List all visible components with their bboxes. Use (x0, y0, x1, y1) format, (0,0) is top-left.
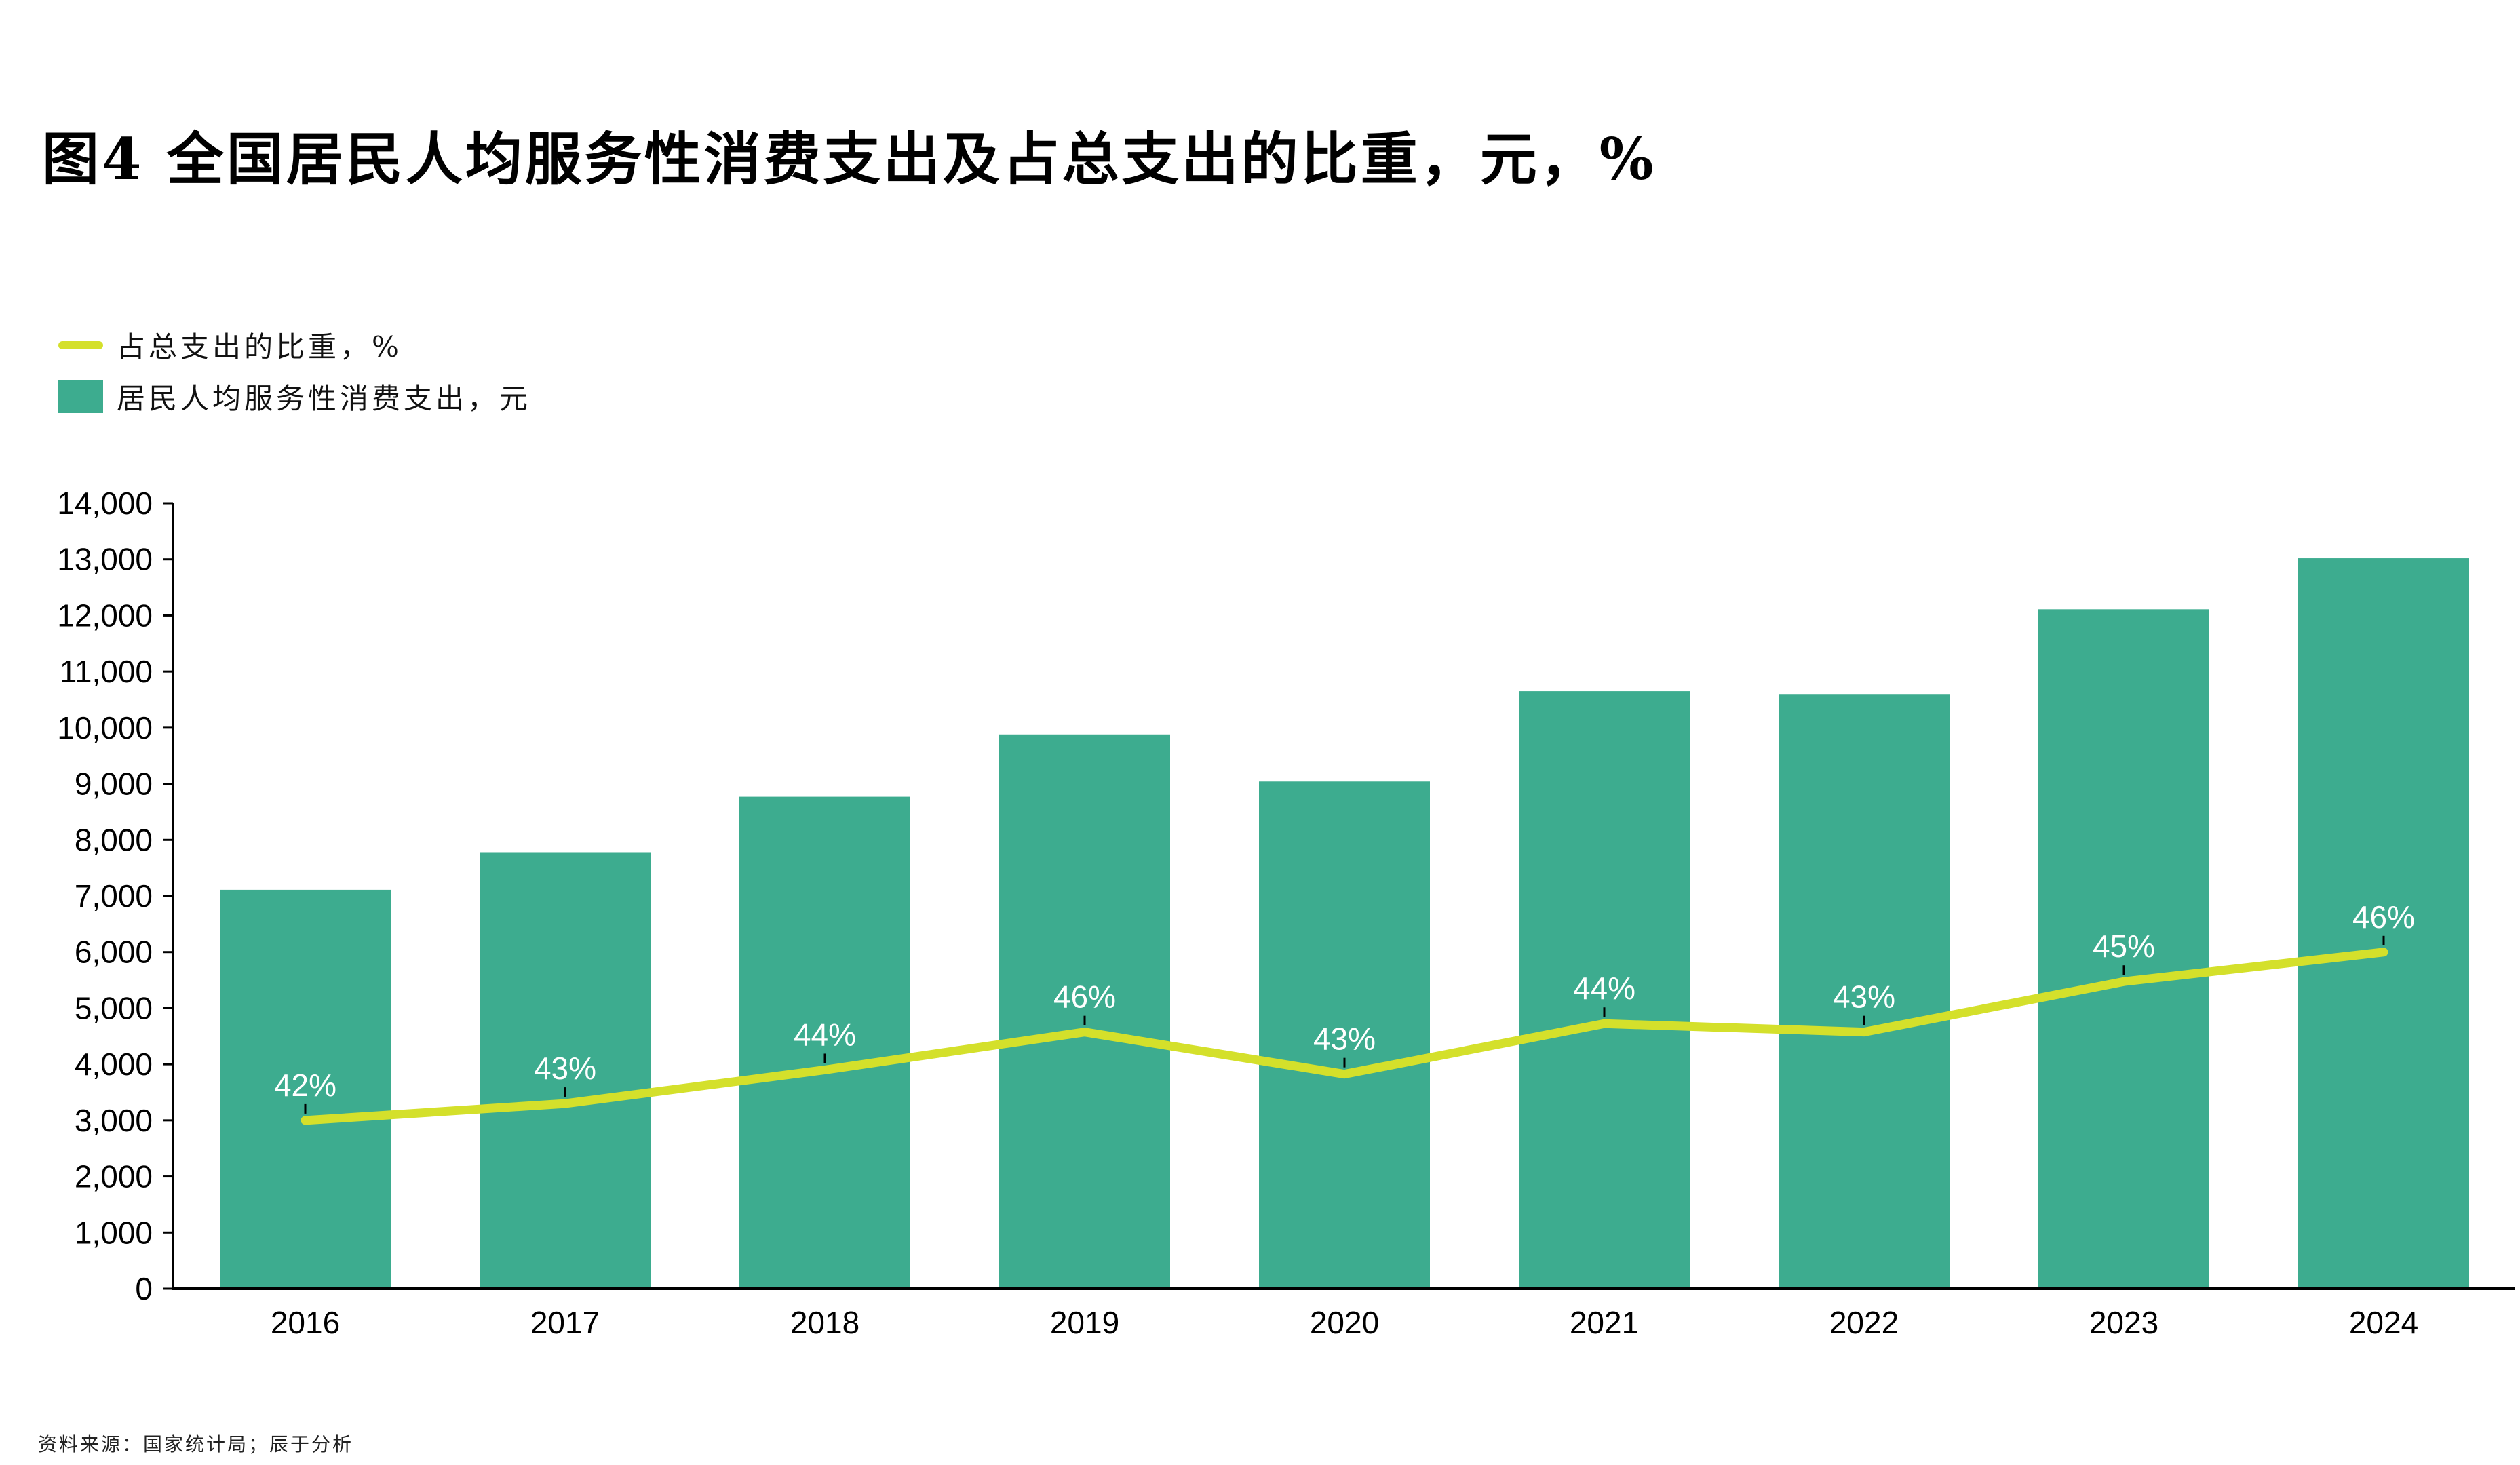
line-point-2019 (1084, 1031, 1085, 1033)
y-tick-label: 12,000 (57, 598, 153, 633)
line-point-2024 (2383, 951, 2384, 953)
bar-2020 (1259, 781, 1430, 1289)
y-tick-label: 9,000 (75, 766, 153, 802)
data-label: 46% (1053, 979, 1116, 1015)
line-point-2021 (1604, 1023, 1605, 1025)
y-tick-label: 8,000 (75, 822, 153, 857)
y-tick-label: 7,000 (75, 878, 153, 914)
y-tick-label: 14,000 (57, 486, 153, 521)
bar-2022 (1779, 694, 1950, 1289)
x-tick-label: 2021 (1570, 1305, 1639, 1340)
y-tick-label: 6,000 (75, 935, 153, 970)
x-tick-label: 2023 (2089, 1305, 2158, 1340)
x-tick-label: 2019 (1050, 1305, 1119, 1340)
y-tick-label: 5,000 (75, 990, 153, 1026)
x-tick-label: 2022 (1829, 1305, 1899, 1340)
bar-2016 (220, 889, 391, 1289)
line-point-2022 (1863, 1031, 1865, 1033)
line-point-2020 (1344, 1073, 1345, 1075)
x-tick-label: 2024 (2349, 1305, 2418, 1340)
y-tick-label: 3,000 (75, 1103, 153, 1138)
data-label: 46% (2352, 899, 2415, 935)
bar-2017 (480, 852, 651, 1289)
y-tick-label: 11,000 (60, 654, 153, 689)
data-label: 43% (534, 1051, 596, 1086)
legend-label-line: 占总支出的比重，% (117, 330, 402, 364)
y-tick-label: 13,000 (57, 542, 153, 577)
x-tick-label: 2017 (530, 1305, 600, 1340)
x-tick-label: 2020 (1310, 1305, 1379, 1340)
y-tick-label: 0 (135, 1271, 153, 1306)
y-tick-label: 10,000 (57, 710, 153, 745)
data-label: 45% (2093, 929, 2155, 964)
x-tick-label: 2016 (271, 1305, 340, 1340)
data-label: 43% (1313, 1021, 1376, 1057)
data-label: 42% (274, 1068, 336, 1103)
legend-label-bar: 居民人均服务性消费支出，元 (117, 382, 532, 415)
y-tick-label: 2,000 (75, 1159, 153, 1194)
line-point-2016 (305, 1119, 306, 1121)
y-tick-label: 4,000 (75, 1047, 153, 1082)
chart-title: 图4 全国居民人均服务性消费支出及占总支出的比重，元，% (42, 125, 1656, 193)
legend-line-swatch (58, 340, 103, 349)
y-tick-label: 1,000 (75, 1215, 153, 1250)
legend-item-line: 占总支出的比重，% (58, 324, 402, 366)
x-tick-label: 2018 (790, 1305, 859, 1340)
bar-2023 (2038, 609, 2209, 1289)
data-label: 44% (1573, 971, 1635, 1006)
bar-2018 (739, 796, 910, 1289)
source-note: 资料来源：国家统计局；辰于分析 (38, 1433, 354, 1456)
line-point-2017 (564, 1103, 566, 1105)
bar-2019 (999, 734, 1170, 1289)
data-label: 44% (794, 1017, 856, 1052)
bar-2024 (2298, 558, 2469, 1289)
legend-item-bar: 居民人均服务性消费支出，元 (58, 376, 531, 417)
bar-2021 (1519, 691, 1690, 1289)
legend-bar-swatch (58, 380, 103, 413)
line-point-2018 (824, 1069, 826, 1071)
line-point-2023 (2123, 981, 2125, 983)
data-label: 43% (1833, 979, 1895, 1015)
